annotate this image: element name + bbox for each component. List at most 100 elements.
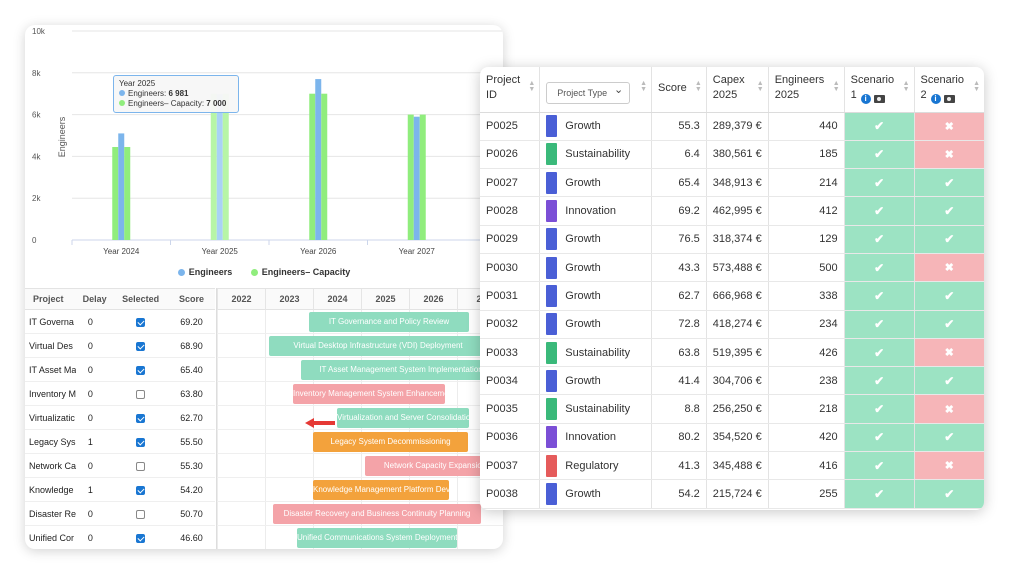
scenario-2-cell[interactable]: ✔ — [914, 366, 984, 396]
header-project-id[interactable]: Project ID ▲ ▼ — [480, 67, 541, 113]
header-selected[interactable]: Selected — [122, 294, 160, 304]
gantt-bar[interactable]: Network Capacity Expansion — [365, 456, 503, 476]
scenario-2-cell[interactable]: ✔ — [914, 281, 984, 311]
portfolio-row[interactable]: P0037 Regulatory 41.3 345,488 €416 ✔ ✖ — [480, 451, 984, 481]
bar[interactable] — [124, 146, 131, 240]
scenario-2-cell[interactable]: ✖ — [914, 140, 984, 170]
portfolio-row[interactable]: P0030 Growth 43.3 573,488 €500 ✔ ✖ — [480, 253, 984, 283]
header-project[interactable]: Project — [33, 294, 64, 304]
legend-item-engineers[interactable]: Engineers — [177, 267, 232, 277]
portfolio-row[interactable]: P0032 Growth 72.8 418,274 €234 ✔ ✔ — [480, 310, 984, 339]
project-type-select[interactable]: Project Type — [546, 80, 631, 104]
legend-item-capacity[interactable]: Engineers– Capacity — [250, 267, 350, 277]
delay-value[interactable]: 0 — [87, 412, 93, 423]
bar[interactable] — [407, 114, 414, 240]
portfolio-row[interactable]: P0038 Growth 54.2 215,724 €255 ✔ ✔ — [480, 479, 984, 509]
bar[interactable] — [216, 94, 223, 240]
delay-value[interactable]: 0 — [87, 460, 93, 471]
portfolio-row[interactable]: P0031 Growth 62.7 666,968 €338 ✔ ✔ — [480, 281, 984, 311]
sort-icon[interactable]: ▲ ▼ — [832, 80, 840, 93]
bar[interactable] — [210, 93, 217, 240]
table-row[interactable]: Virtual Des 0 68.90 — [25, 334, 215, 358]
bar[interactable] — [413, 116, 420, 240]
scenario-1-cell[interactable]: ✔ — [844, 451, 915, 481]
scenario-1-cell[interactable]: ✔ — [844, 310, 915, 339]
table-row[interactable]: Unified Cor 0 46.60 — [25, 526, 215, 549]
scenario-2-cell[interactable]: ✖ — [914, 253, 984, 283]
scenario-1-cell[interactable]: ✔ — [844, 140, 915, 170]
portfolio-row[interactable]: P0029 Growth 76.5 318,374 €129 ✔ ✔ — [480, 225, 984, 254]
selected-checkbox[interactable] — [136, 317, 146, 327]
gantt-bar[interactable]: Unified Communications System Deployment — [297, 528, 457, 548]
scenario-1-cell[interactable]: ✔ — [844, 225, 915, 254]
delay-value[interactable]: 0 — [87, 508, 93, 519]
sort-icon[interactable]: ▲ ▼ — [694, 80, 702, 93]
gantt-bar[interactable]: IT Governance and Policy Review — [309, 312, 469, 332]
scenario-2-cell[interactable]: ✖ — [914, 112, 984, 141]
scenario-1-cell[interactable]: ✔ — [844, 281, 915, 311]
scenario-1-cell[interactable]: ✔ — [844, 479, 915, 509]
shift-left-arrow-icon[interactable] — [305, 418, 335, 428]
scenario-1-cell[interactable]: ✔ — [844, 253, 915, 283]
header-capex[interactable]: Capex 2025 ▲ ▼ — [706, 67, 769, 113]
delay-value[interactable]: 0 — [87, 364, 93, 375]
scenario-1-cell[interactable]: ✔ — [844, 338, 915, 368]
selected-checkbox[interactable] — [136, 533, 146, 543]
scenario-2-cell[interactable]: ✔ — [914, 196, 984, 226]
gantt-bar[interactable]: Inventory Management System Enhancement — [293, 384, 445, 404]
scenario-2-cell[interactable]: ✔ — [914, 479, 984, 509]
delay-value[interactable]: 0 — [87, 532, 93, 543]
gantt-bar[interactable]: Virtual Desktop Infrastructure (VDI) Dep… — [269, 336, 487, 356]
selected-checkbox[interactable] — [136, 509, 146, 519]
sort-icon[interactable]: ▲ ▼ — [528, 80, 536, 93]
camera-icon[interactable] — [873, 95, 885, 103]
sort-icon[interactable]: ▲ ▼ — [756, 80, 764, 93]
scenario-1-cell[interactable]: ✔ — [844, 394, 915, 424]
table-row[interactable]: Network Ca 0 55.30 — [25, 454, 215, 478]
table-row[interactable]: Inventory M 0 63.80 — [25, 382, 215, 406]
scenario-1-cell[interactable]: ✔ — [844, 423, 915, 453]
bar[interactable] — [315, 79, 322, 240]
gantt-bar[interactable]: Knowledge Management Platform Developmen… — [313, 480, 449, 500]
sort-icon[interactable]: ▲ ▼ — [973, 80, 980, 93]
header-score[interactable]: Score — [179, 294, 205, 304]
header-delay[interactable]: Delay — [82, 294, 107, 304]
gantt-bar[interactable]: Legacy System Decommissioning — [313, 432, 468, 452]
portfolio-row[interactable]: P0034 Growth 41.4 304,706 €238 ✔ ✔ — [480, 366, 984, 396]
scenario-1-cell[interactable]: ✔ — [844, 366, 915, 396]
scenario-2-cell[interactable]: ✔ — [914, 168, 984, 198]
bar[interactable] — [222, 93, 229, 240]
delay-value[interactable]: 0 — [87, 340, 93, 351]
gantt-bar[interactable]: IT Asset Management System Implementatio… — [301, 360, 501, 380]
portfolio-row[interactable]: P0026 Sustainability 6.4 380,561 €185 ✔ ✖ — [480, 140, 984, 170]
gantt-bar[interactable]: Virtualization and Server Consolidation — [337, 408, 469, 428]
portfolio-row[interactable]: P0025 Growth 55.3 289,379 €440 ✔ ✖ — [480, 112, 984, 141]
delay-value[interactable]: 0 — [87, 388, 93, 399]
header-engineers[interactable]: Engineers 2025 ▲ ▼ — [768, 67, 845, 113]
scenario-1-cell[interactable]: ✔ — [844, 168, 915, 198]
sort-icon[interactable]: ▲ ▼ — [640, 80, 647, 93]
selected-checkbox[interactable] — [136, 437, 146, 447]
table-row[interactable]: Disaster Re 0 50.70 — [25, 502, 215, 526]
portfolio-row[interactable]: P0033 Sustainability 63.8 519,395 €426 ✔ ✖ — [480, 338, 984, 368]
delay-value[interactable]: 1 — [87, 484, 93, 495]
delay-value[interactable]: 0 — [87, 316, 93, 327]
info-icon[interactable]: i — [930, 94, 941, 104]
selected-checkbox[interactable] — [136, 389, 146, 399]
portfolio-row[interactable]: P0035 Sustainability 8.8 256,250 €218 ✔ ✖ — [480, 394, 984, 424]
scenario-2-cell[interactable]: ✔ — [914, 423, 984, 453]
portfolio-row[interactable]: P0036 Innovation 80.2 354,520 €420 ✔ ✔ — [480, 423, 984, 453]
scenario-2-cell[interactable]: ✔ — [914, 310, 984, 339]
bar[interactable] — [112, 146, 119, 240]
scenario-2-cell[interactable]: ✖ — [914, 338, 984, 368]
sort-icon[interactable]: ▲ ▼ — [902, 80, 910, 93]
portfolio-row[interactable]: P0027 Growth 65.4 348,913 €214 ✔ ✔ — [480, 168, 984, 198]
table-row[interactable]: Knowledge 1 54.20 — [25, 478, 215, 502]
selected-checkbox[interactable] — [136, 461, 146, 471]
bar[interactable] — [118, 133, 125, 240]
bar[interactable] — [321, 93, 328, 240]
header-scenario-1[interactable]: Scenario 1 i ▲ ▼ — [844, 67, 915, 113]
header-score[interactable]: Score ▲ ▼ — [651, 67, 707, 113]
scenario-2-cell[interactable]: ✖ — [914, 394, 984, 424]
selected-checkbox[interactable] — [136, 413, 146, 423]
